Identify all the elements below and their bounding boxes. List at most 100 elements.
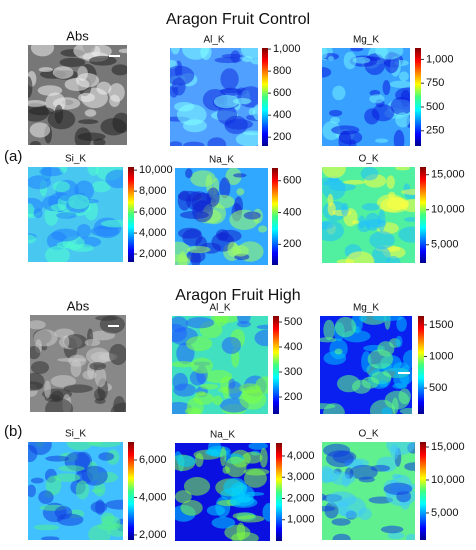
panel-title: Mg_K [353,35,379,46]
colorbar-tick-label: 5,000 [431,239,459,251]
map-texture [332,533,351,540]
map-texture [194,453,204,468]
map-texture [371,104,395,122]
map-texture [378,380,389,388]
map-texture [332,85,346,101]
map-texture [398,71,409,82]
map-texture [257,225,268,233]
colorbar [272,168,278,265]
colorbar-tick-label: 1000 [429,350,453,362]
map-texture [28,484,36,498]
map-texture [89,55,117,66]
map-texture [109,343,126,366]
map-texture [376,194,406,212]
map-texture [57,357,87,362]
panel-title: Na_K [209,155,234,166]
map-texture [94,367,107,388]
map-texture [331,125,360,135]
map-texture [30,345,41,360]
map-texture [28,99,47,107]
map-texture [89,362,107,371]
map-texture [33,524,60,531]
map-texture [322,48,328,59]
colorbar-tick-label: 500 [284,316,302,328]
map-texture [29,140,41,145]
map-texture [54,104,64,124]
panel-title: Abs [67,298,90,313]
map-texture [372,316,403,322]
section-label: (a) [4,148,22,165]
map-texture [105,499,123,510]
colorbar [415,48,421,146]
map-texture [28,203,35,218]
map-texture [33,329,58,347]
map-texture [390,97,410,116]
map-texture [82,370,97,380]
map-texture [328,183,356,192]
map-texture [390,444,399,460]
map-texture [395,335,403,348]
map-texture [30,477,44,484]
map-image [30,315,126,412]
map-texture [371,246,391,263]
map-texture [211,516,236,529]
panel-title: O_K [358,154,378,165]
map-texture [345,251,375,263]
map-texture [357,220,371,233]
colorbar-tick-label: 400 [283,206,301,218]
colorbar-tick-label: 600 [283,175,301,187]
map-texture [218,229,242,243]
map-texture [231,482,248,496]
map-texture [74,127,92,145]
map-texture [236,515,265,523]
map-image [28,442,123,540]
scale-bar [108,325,119,327]
colorbar-tick-label: 15,000 [431,441,465,453]
map-texture [189,370,206,386]
map-texture [113,395,126,412]
colorbar [420,442,426,540]
colorbar-tick-label: 200 [273,131,291,143]
map-texture [185,317,215,329]
map-texture [172,361,195,368]
map-texture [78,92,95,103]
map-texture [76,224,91,238]
map-texture [334,316,357,338]
map-texture [44,380,51,399]
map-texture [186,397,204,414]
map-texture [52,66,74,79]
map-texture [220,446,227,467]
map-texture [389,80,410,88]
map-texture [404,217,415,222]
map-texture [56,212,77,219]
map-texture [212,395,223,406]
map-texture [84,109,97,117]
map-texture [38,490,54,504]
colorbar [128,442,134,540]
map-texture [334,348,343,355]
colorbar-tick-label: 2,000 [287,492,315,504]
map-texture [41,536,60,540]
map-texture [200,383,219,390]
map-texture [170,65,195,86]
map-texture [182,48,210,60]
map-texture [256,324,268,330]
panel-title: Al_K [209,303,230,314]
map-image [322,167,415,263]
colorbar-tick-label: 2,000 [139,529,167,541]
map-texture [322,167,346,179]
map-texture [186,246,211,254]
map-texture [375,48,404,60]
map-texture [393,129,405,146]
map-texture [343,51,357,70]
map-texture [30,45,55,57]
map-texture [75,480,90,500]
map-texture [172,316,188,333]
map-texture [396,316,407,332]
panel-title: O_K [358,429,378,440]
map-image [320,316,412,414]
colorbar-tick-label: 4,000 [139,227,167,239]
map-texture [398,226,415,243]
colorbar-tick-label: 5,000 [431,507,459,519]
panel-title: Abs [66,28,89,43]
